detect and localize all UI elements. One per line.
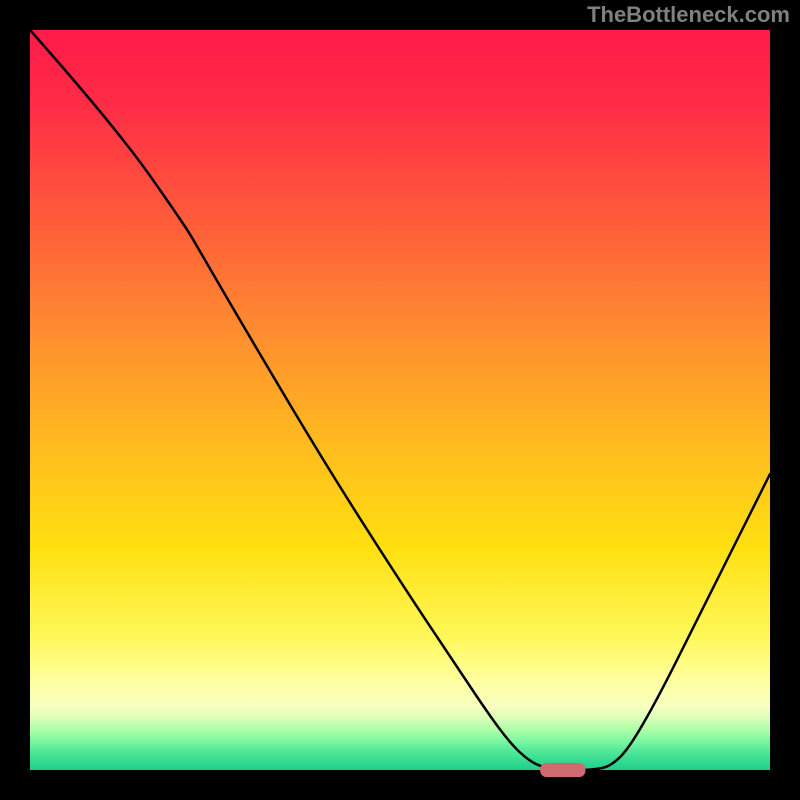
- bottleneck-chart: [0, 0, 800, 800]
- chart-container: TheBottleneck.com: [0, 0, 800, 800]
- plot-background: [30, 30, 770, 770]
- watermark-text: TheBottleneck.com: [587, 2, 790, 28]
- optimal-marker: [541, 763, 585, 776]
